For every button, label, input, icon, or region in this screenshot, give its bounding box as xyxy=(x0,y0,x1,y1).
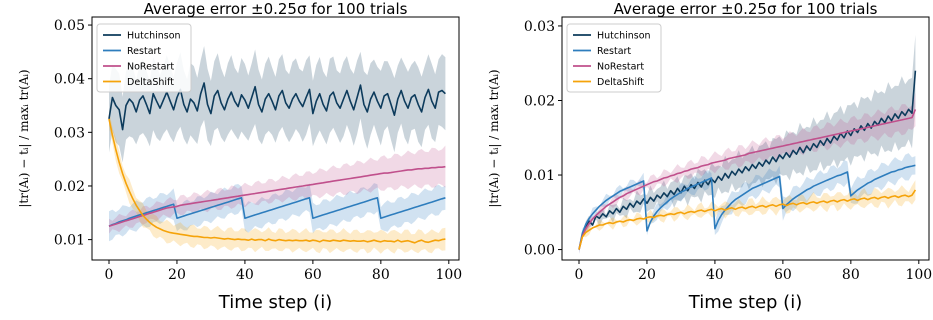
y-tick-label: 0.00 xyxy=(524,243,555,259)
legend-label-norestart: NoRestart xyxy=(597,62,644,73)
band-deltashift xyxy=(579,180,916,250)
x-tick-label: 80 xyxy=(372,267,390,283)
x-tick-label: 100 xyxy=(905,267,932,283)
x-tick-label: 20 xyxy=(168,267,186,283)
y-tick-label: 0.05 xyxy=(54,18,85,34)
legend-box xyxy=(96,23,192,93)
y-tick-label: 0.04 xyxy=(54,72,85,88)
x-tick-label: 80 xyxy=(842,267,860,283)
x-tick-label: 100 xyxy=(435,267,462,283)
x-tick-label: 60 xyxy=(774,267,792,283)
band-deltashift xyxy=(109,110,446,254)
y-tick-label: 0.02 xyxy=(524,93,555,109)
y-tick-label: 0.02 xyxy=(54,179,85,195)
line-deltashift xyxy=(578,189,917,250)
x-tick-label: 60 xyxy=(304,267,322,283)
legend-label-norestart: NoRestart xyxy=(127,62,174,73)
x-tick-label: 0 xyxy=(105,267,114,283)
plot-area xyxy=(578,34,917,254)
x-tick-label: 20 xyxy=(638,267,656,283)
x-tick-label: 40 xyxy=(236,267,254,283)
chart-title: Average error ±0.25σ for 100 trials xyxy=(614,0,878,18)
legend-label-deltashift: DeltaShift xyxy=(127,77,174,88)
y-tick-label: 0.01 xyxy=(54,233,85,249)
legend: Hutchinson Restart NoRestart DeltaShift xyxy=(96,23,192,93)
x-tick-label: 0 xyxy=(575,267,584,283)
y-tick-label: 0.03 xyxy=(524,19,555,35)
chart-panel-2: Average error ±0.25σ for 100 trials 0 20 40… xyxy=(487,0,932,313)
legend-label-deltashift: DeltaShift xyxy=(597,77,644,88)
x-tick-label: 40 xyxy=(706,267,724,283)
line-hutchinson xyxy=(108,82,446,131)
axes-frame xyxy=(561,16,930,261)
chart-title: Average error ±0.25σ for 100 trials xyxy=(144,0,408,18)
legend-box xyxy=(566,23,662,93)
line-norestart xyxy=(578,109,917,250)
axes-frame xyxy=(91,16,460,261)
line-deltashift xyxy=(108,118,446,244)
legend-label-hutchinson: Hutchinson xyxy=(597,31,651,42)
y-tick-label: 0.03 xyxy=(54,125,85,141)
line-norestart xyxy=(108,165,446,227)
legend-label-restart: Restart xyxy=(127,46,161,57)
band-norestart xyxy=(579,92,916,254)
line-restart xyxy=(108,197,446,227)
legend: Hutchinson Restart NoRestart DeltaShift xyxy=(566,23,662,93)
y-tick-label: 0.01 xyxy=(524,168,555,184)
x-axis-label: Time step (i) xyxy=(688,292,802,313)
y-axis-label: |tr(Aᵢ) − tᵢ| / maxᵢ tr(Aᵢ) xyxy=(17,69,31,207)
band-hutchinson xyxy=(579,34,916,251)
plot-area xyxy=(108,46,446,254)
legend-label-restart: Restart xyxy=(597,46,631,57)
y-axis-label: |tr(Aᵢ) − tᵢ| / maxᵢ tr(Aᵢ) xyxy=(487,69,501,207)
legend-label-hutchinson: Hutchinson xyxy=(127,31,181,42)
line-restart xyxy=(578,164,916,250)
band-restart xyxy=(109,183,446,242)
chart-panel-1: Average error ±0.25σ for 100 trials 0 20 40… xyxy=(17,0,462,313)
x-axis-label: Time step (i) xyxy=(218,292,332,313)
